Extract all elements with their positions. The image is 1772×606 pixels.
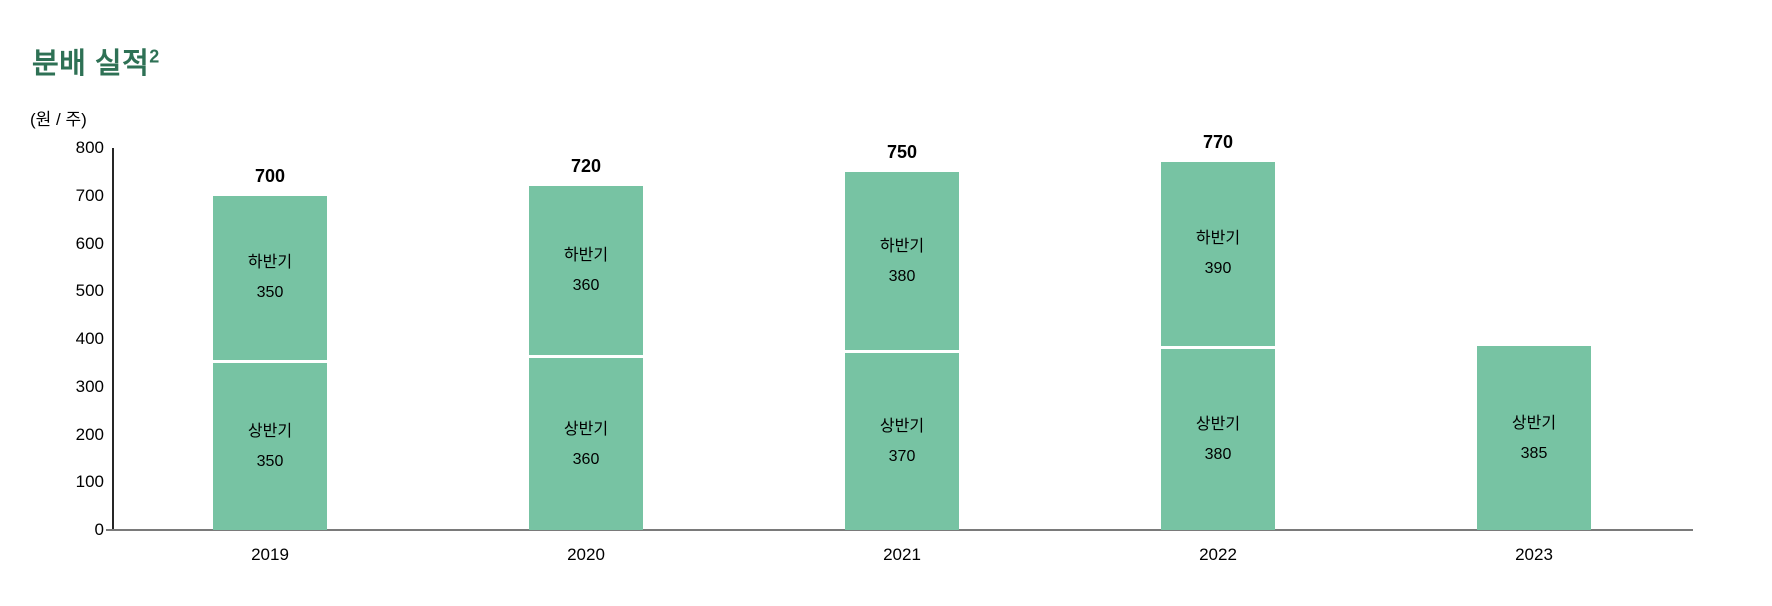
bar-segment-first-half: 상반기 370 (845, 353, 959, 530)
segment-name-label: 상반기 (563, 420, 609, 438)
chart-title-text: 분배 실적 (32, 48, 150, 80)
x-axis-category-label: 2022 (1199, 545, 1237, 564)
segment-divider (845, 350, 959, 354)
bar-total-label: 750 (886, 141, 918, 162)
segment-value-label: 360 (572, 277, 600, 295)
x-axis-category-label: 2023 (1515, 545, 1553, 564)
segment-value-label: 370 (888, 448, 916, 466)
bar-segment-first-half: 상반기 385 (1477, 346, 1591, 530)
y-axis-tick-label: 0 (94, 520, 104, 539)
bar-2021: 하반기 380 상반기 370 (845, 171, 959, 530)
bar-total-label: 720 (570, 156, 602, 177)
bar-total-label: 700 (254, 165, 286, 186)
y-axis-unit-label: (원 / 주) (30, 110, 87, 129)
bar-segment-first-half: 상반기 360 (529, 358, 643, 530)
segment-name-label: 하반기 (1195, 230, 1241, 248)
segment-name-label: 하반기 (247, 254, 293, 272)
y-axis-tick-label: 700 (75, 185, 104, 205)
x-axis-line (106, 529, 1693, 531)
y-axis-tick-label: 500 (75, 281, 104, 301)
segment-value-label: 380 (1204, 445, 1232, 463)
bar-2020: 하반기 360 상반기 360 (529, 186, 643, 530)
segment-divider (213, 359, 327, 363)
segment-name-label: 상반기 (1511, 414, 1557, 432)
x-axis-category-label: 2021 (883, 545, 921, 564)
segment-name-label: 하반기 (879, 237, 925, 255)
y-axis-tick-label: 600 (75, 233, 104, 253)
bar-2023: 상반기 385 (1477, 346, 1591, 530)
bar-segment-first-half: 상반기 350 (213, 363, 327, 530)
y-axis-tick-label: 200 (75, 424, 104, 444)
y-axis-tick-label: 800 (75, 138, 104, 157)
bar-total-label: 770 (1202, 132, 1234, 153)
bar-segment-second-half: 하반기 360 (529, 186, 643, 355)
bar-segment-first-half: 상반기 380 (1161, 349, 1275, 530)
chart-title: 분배 실적2 (32, 40, 160, 82)
y-axis-line (112, 148, 114, 530)
bar-2019: 하반기 350 상반기 350 (213, 195, 327, 530)
bar-segment-second-half: 하반기 390 (1161, 162, 1275, 345)
y-axis-tick-label: 300 (75, 376, 104, 396)
y-axis-tick-label: 400 (75, 329, 104, 348)
bar-segment-second-half: 하반기 380 (845, 172, 959, 350)
x-axis-category-label: 2019 (251, 545, 289, 564)
segment-name-label: 하반기 (563, 247, 609, 265)
chart-title-superscript: 2 (149, 46, 160, 67)
x-axis-category-label: 2020 (567, 545, 605, 564)
bar-2022: 하반기 390 상반기 380 (1161, 162, 1275, 530)
segment-value-label: 350 (256, 284, 284, 302)
segment-divider (529, 355, 643, 359)
segment-name-label: 상반기 (1195, 415, 1241, 433)
bar-segment-second-half: 하반기 350 (213, 196, 327, 360)
segment-name-label: 상반기 (879, 418, 925, 436)
segment-value-label: 360 (572, 450, 600, 468)
segment-value-label: 385 (1520, 444, 1548, 462)
segment-divider (1161, 345, 1275, 349)
segment-value-label: 390 (1204, 260, 1232, 278)
segment-value-label: 350 (256, 452, 284, 470)
segment-value-label: 380 (888, 267, 916, 285)
segment-name-label: 상반기 (247, 422, 293, 440)
y-axis-tick-label: 100 (75, 472, 104, 492)
